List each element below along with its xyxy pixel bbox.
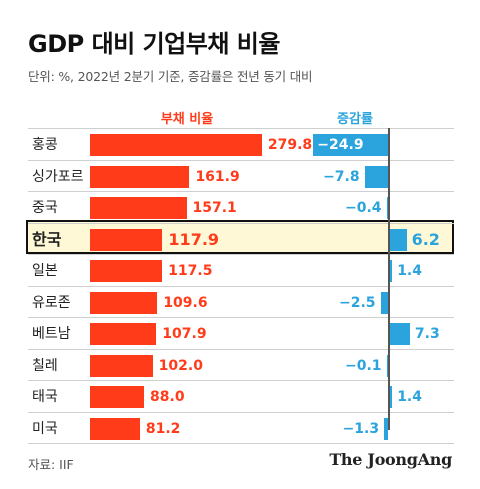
change-rate-value: 1.4 [397, 263, 422, 279]
chart-title: GDP 대비 기업부채 비율 [28, 30, 280, 58]
change-rate-bar [364, 165, 388, 188]
debt-ratio-bar [90, 165, 190, 188]
category-label: 베트남 [32, 326, 71, 342]
change-rate-header: 증감률 [337, 112, 373, 127]
row-divider [28, 159, 454, 161]
chart-row: 일본 117.5 1.4 [28, 255, 454, 287]
change-rate-bar [380, 291, 388, 314]
change-rate-bar [388, 386, 393, 408]
change-rate-bar [384, 417, 388, 440]
change-rate-value: 7.3 [414, 326, 440, 342]
change-rate-value: −0.4 [344, 200, 382, 216]
change-rate-bar [388, 260, 393, 282]
category-label: 태국 [32, 389, 58, 405]
change-rate-bar [388, 323, 410, 345]
row-divider [28, 254, 454, 255]
category-label: 싱가포르 [32, 168, 84, 185]
chart-row: 미국 81.2 −1.3 [28, 413, 454, 445]
category-label: 일본 [32, 263, 58, 279]
debt-ratio-bar [90, 197, 187, 219]
change-rate-bar [388, 228, 407, 251]
source-note: 자료: IIF [28, 457, 74, 472]
debt-ratio-bar [90, 386, 145, 408]
chart-row: 한국 117.9 6.2 [28, 224, 454, 256]
category-label: 중국 [32, 200, 58, 216]
change-rate-value: 6.2 [411, 229, 440, 249]
category-label: 칠레 [32, 357, 58, 374]
debt-ratio-value: 102.0 [158, 357, 203, 374]
change-rate-bar [313, 134, 388, 156]
row-divider [28, 222, 454, 224]
category-label: 미국 [32, 420, 58, 437]
chart-row: 태국 88.0 1.4 [28, 381, 454, 413]
debt-ratio-value: 81.2 [145, 420, 181, 437]
change-rate-value: 1.4 [397, 389, 422, 405]
category-label: 홍콩 [32, 137, 58, 153]
debt-ratio-value: 109.6 [163, 294, 208, 311]
change-rate-bar [386, 354, 388, 377]
category-label: 한국 [32, 229, 62, 249]
debt-ratio-bar [90, 323, 157, 345]
category-label: 유로존 [32, 294, 71, 311]
row-divider [28, 317, 454, 318]
debt-ratio-value: 88.0 [150, 389, 185, 405]
debt-ratio-bar [90, 354, 153, 377]
debt-ratio-value: 279.8 [267, 137, 313, 153]
row-divider [28, 348, 454, 350]
change-rate-value: −1.3 [342, 420, 380, 437]
debt-ratio-value: 117.9 [168, 229, 220, 249]
change-rate-value: −0.1 [344, 357, 382, 374]
debt-ratio-bar [90, 260, 163, 282]
chart-row: 베트남 107.9 7.3 [28, 318, 454, 350]
chart-row: 싱가포르 161.9 −7.8 [28, 161, 454, 193]
change-rate-value: −24.9 [317, 137, 364, 153]
row-divider [28, 285, 454, 287]
debt-ratio-bar [90, 417, 140, 440]
change-rate-value: −7.8 [323, 168, 360, 185]
row-divider [28, 411, 454, 413]
row-divider [28, 443, 454, 444]
change-rate-value: −2.5 [338, 294, 376, 311]
chart-subtitle: 단위: %, 2022년 2분기 기준, 증감률은 전년 동기 대비 [28, 69, 313, 84]
chart-row: 홍콩 279.8 −24.9 [28, 129, 454, 161]
debt-ratio-bar [90, 291, 158, 314]
row-divider [28, 380, 454, 381]
debt-ratio-value: 117.5 [168, 263, 213, 279]
chart-row: 중국 157.1 −0.4 [28, 192, 454, 224]
brand-logo: The JoongAng [329, 450, 452, 469]
debt-ratio-value: 107.9 [162, 326, 207, 342]
debt-ratio-bar [90, 228, 163, 251]
chart-row: 유로존 109.6 −2.5 [28, 287, 454, 319]
debt-ratio-value: 161.9 [195, 168, 240, 185]
debt-ratio-header: 부채 비율 [160, 112, 214, 127]
chart-row: 칠레 102.0 −0.1 [28, 350, 454, 382]
header-divider [28, 128, 454, 129]
change-zero-axis [388, 128, 390, 430]
change-rate-bar [386, 197, 388, 219]
debt-ratio-value: 157.1 [192, 200, 237, 216]
row-divider [28, 191, 454, 192]
debt-ratio-bar [90, 134, 262, 156]
